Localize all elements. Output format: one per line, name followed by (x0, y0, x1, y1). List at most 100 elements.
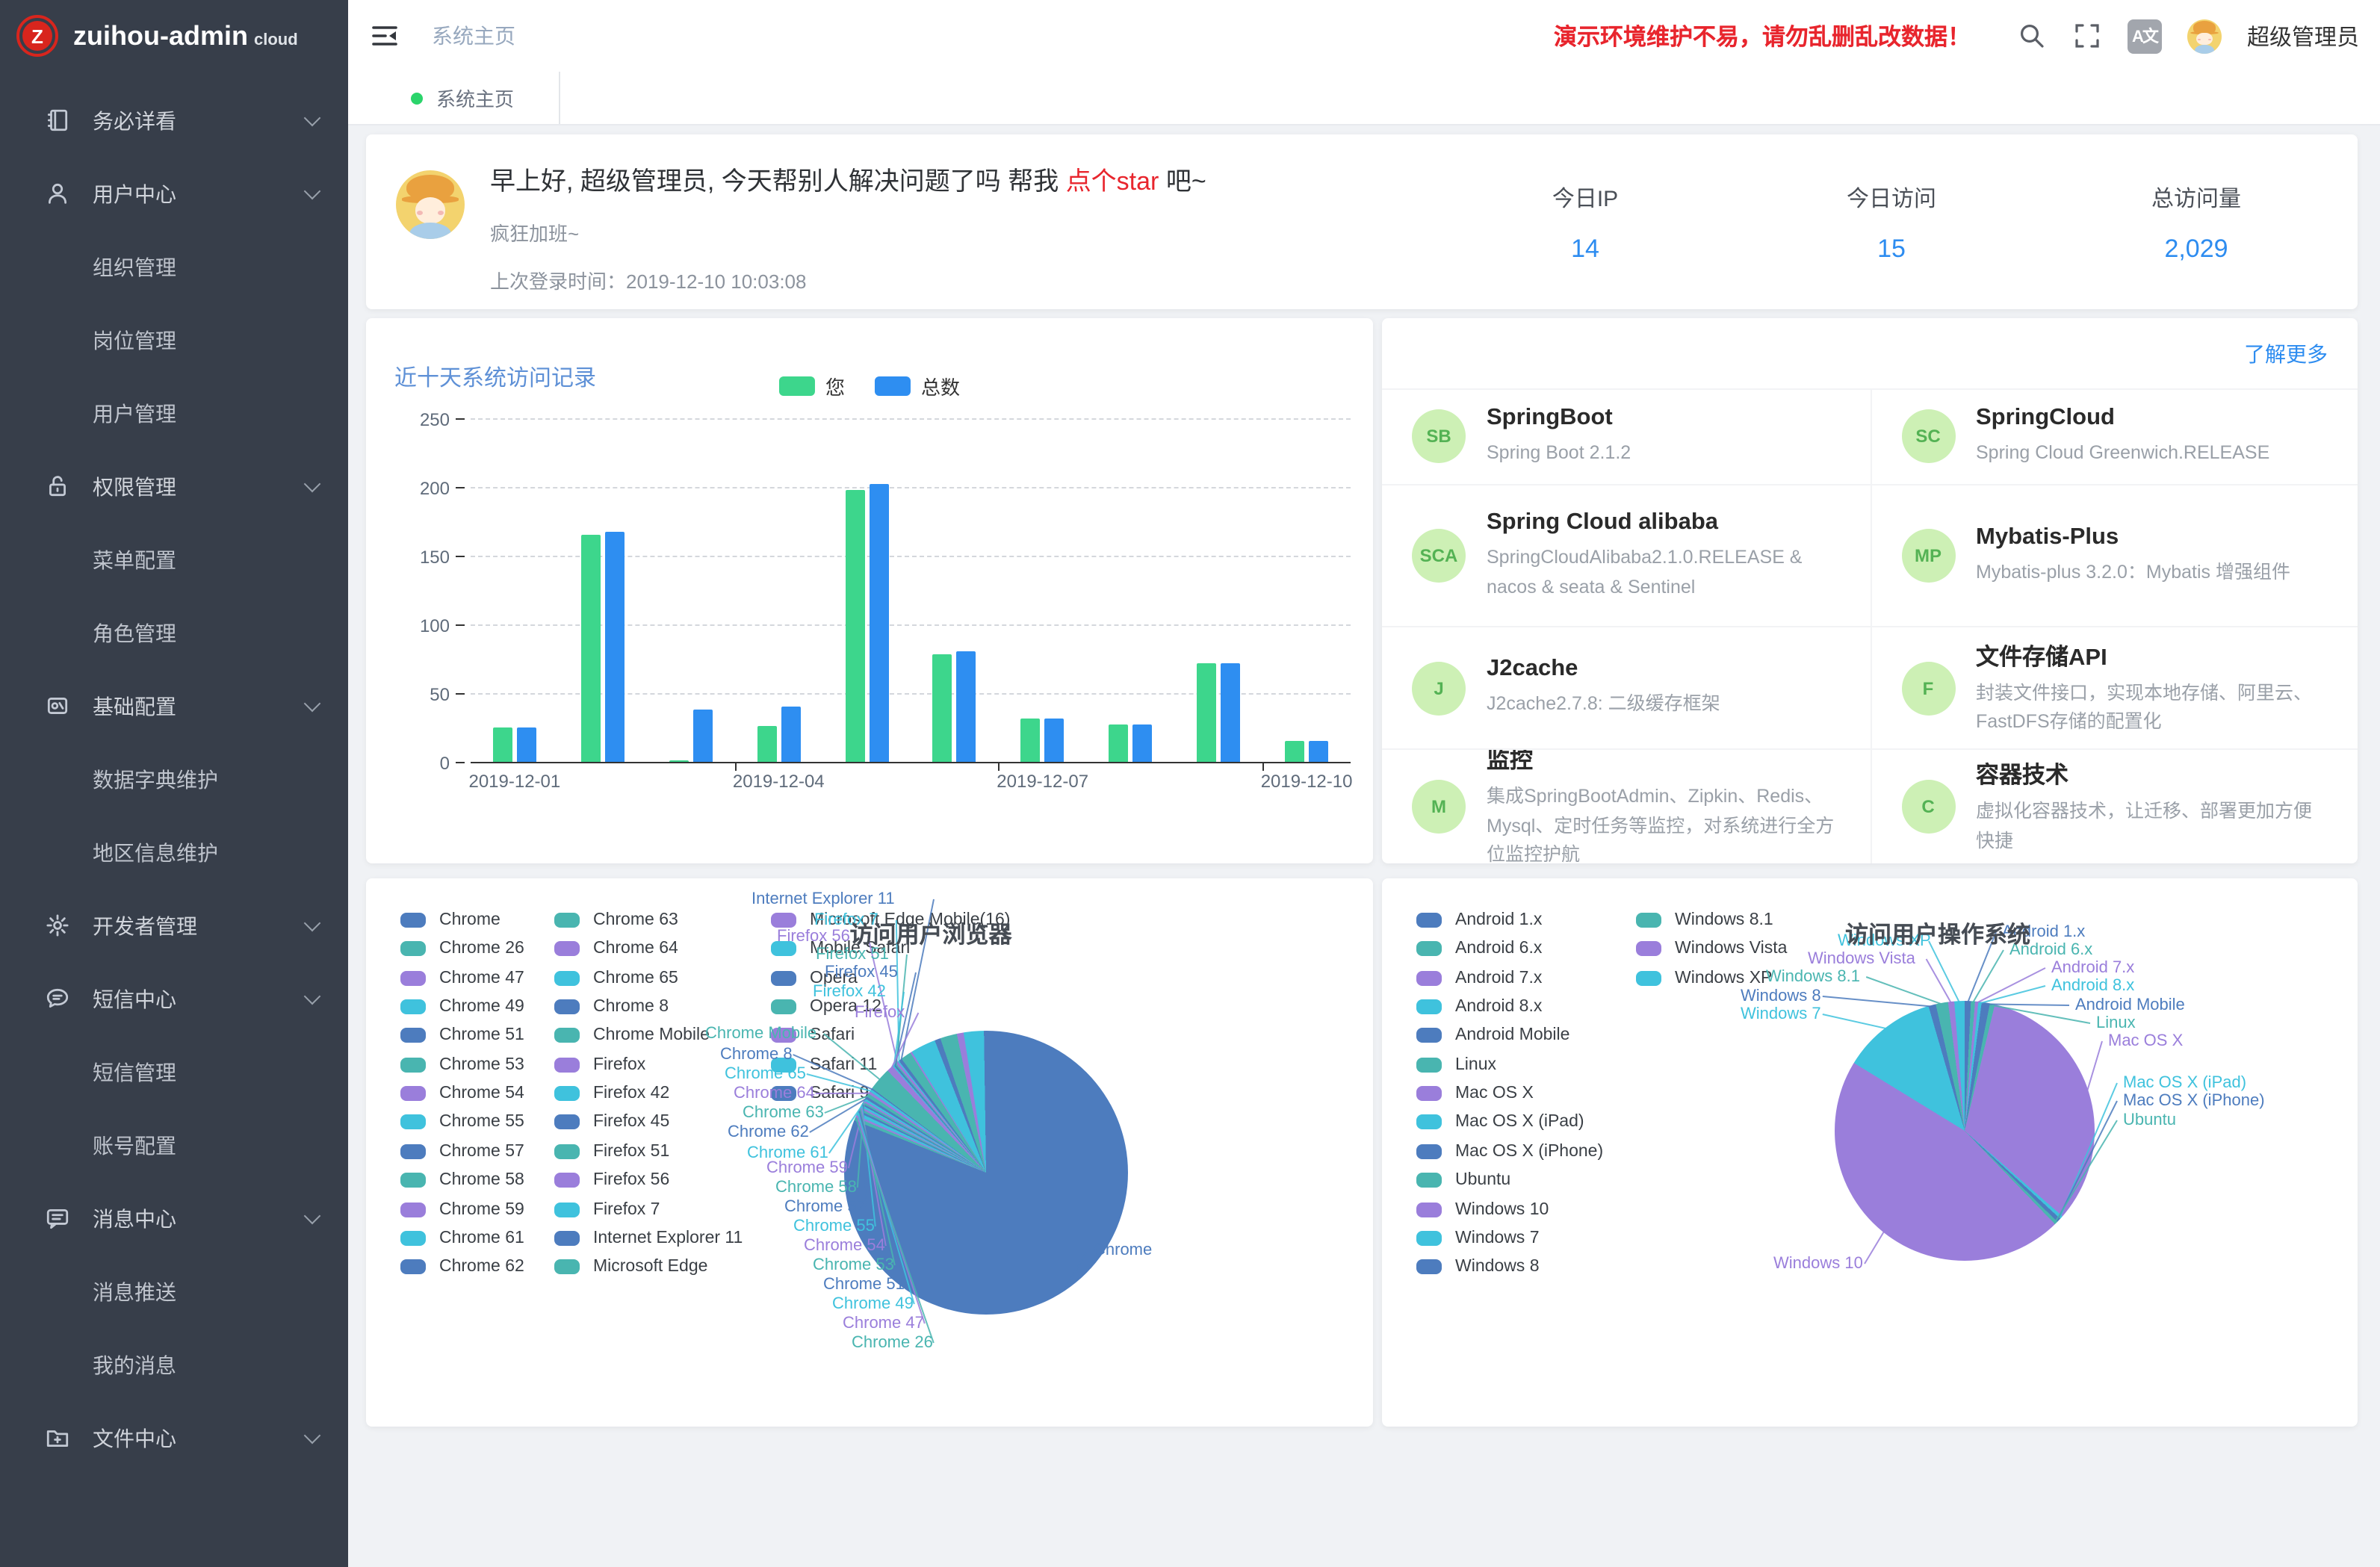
legend-item-Chrome 57[interactable]: Chrome 57 (400, 1141, 524, 1162)
legend-item-Windows XP[interactable]: Windows XP (1636, 967, 1772, 988)
legend-item-Chrome 61[interactable]: Chrome 61 (400, 1228, 524, 1249)
username[interactable]: 超级管理员 (2247, 20, 2359, 52)
collapse-menu-icon[interactable] (369, 22, 399, 49)
legend-item-Firefox 45[interactable]: Firefox 45 (554, 1112, 669, 1133)
legend-item-Chrome 64[interactable]: Chrome 64 (554, 939, 678, 960)
legend-item-Chrome 26[interactable]: Chrome 26 (400, 939, 524, 960)
bar-总数[interactable] (869, 484, 888, 762)
os-pie[interactable] (1835, 1001, 2095, 1261)
legend-item-Android 6.x[interactable]: Android 6.x (1416, 939, 1542, 960)
legend-item-Android 1.x[interactable]: Android 1.x (1416, 910, 1542, 931)
pie-callout-Chrome 55: Chrome 55 (793, 1217, 875, 1235)
legend-item-Windows 8.1[interactable]: Windows 8.1 (1636, 910, 1773, 931)
legend-item-Windows Vista[interactable]: Windows Vista (1636, 939, 1787, 960)
bar-总数[interactable] (517, 727, 536, 762)
sidebar-subitem-6[interactable]: 菜单配置 (0, 523, 348, 596)
sidebar-item-18[interactable]: 文件中心 (0, 1401, 348, 1474)
legend-item-您[interactable]: 您 (779, 372, 845, 400)
sidebar-subitem-3[interactable]: 岗位管理 (0, 303, 348, 376)
tech-body: Mybatis-PlusMybatis-plus 3.2.0：Mybatis 增… (1976, 524, 2290, 588)
legend-item-Chrome 65[interactable]: Chrome 65 (554, 967, 678, 988)
legend-item-Windows 7[interactable]: Windows 7 (1416, 1228, 1540, 1249)
sidebar-subitem-4[interactable]: 用户管理 (0, 376, 348, 450)
sidebar-subitem-10[interactable]: 地区信息维护 (0, 816, 348, 889)
legend-item-Firefox 51[interactable]: Firefox 51 (554, 1141, 669, 1162)
bar-总数[interactable] (692, 710, 712, 762)
legend-item-Chrome 62[interactable]: Chrome 62 (400, 1256, 524, 1277)
bar-您[interactable] (933, 655, 952, 763)
legend-label: Chrome 8 (593, 998, 669, 1016)
sidebar-item-11[interactable]: 开发者管理 (0, 889, 348, 962)
bar-您[interactable] (493, 727, 512, 762)
sidebar-subitem-2[interactable]: 组织管理 (0, 230, 348, 303)
sidebar-subitem-17[interactable]: 我的消息 (0, 1328, 348, 1401)
legend-item-Chrome 8[interactable]: Chrome 8 (554, 996, 669, 1017)
legend-item-Chrome 53[interactable]: Chrome 53 (400, 1055, 524, 1076)
legend-item-Windows 8[interactable]: Windows 8 (1416, 1256, 1540, 1277)
legend-item-Chrome 59[interactable]: Chrome 59 (400, 1199, 524, 1220)
legend-item-总数[interactable]: 总数 (875, 372, 960, 400)
legend-item-Firefox 42[interactable]: Firefox 42 (554, 1083, 669, 1104)
bar-您[interactable] (669, 760, 688, 762)
legend-item-Windows 10[interactable]: Windows 10 (1416, 1199, 1549, 1220)
bar-总数[interactable] (957, 652, 976, 762)
legend-item-Chrome 54[interactable]: Chrome 54 (400, 1083, 524, 1104)
sidebar-subitem-13[interactable]: 短信管理 (0, 1035, 348, 1108)
bar-总数[interactable] (781, 707, 800, 762)
legend-item-Firefox 56[interactable]: Firefox 56 (554, 1170, 669, 1191)
legend-item-Microsoft Edge[interactable]: Microsoft Edge (554, 1256, 707, 1277)
legend-item-Chrome Mobile[interactable]: Chrome Mobile (554, 1025, 710, 1046)
legend-item-Chrome 49[interactable]: Chrome 49 (400, 996, 524, 1017)
app-logo[interactable]: Z zuihou-admincloud (0, 0, 348, 72)
legend-item-Chrome 63[interactable]: Chrome 63 (554, 910, 678, 931)
legend-item-Chrome 58[interactable]: Chrome 58 (400, 1170, 524, 1191)
legend-item-Chrome 47[interactable]: Chrome 47 (400, 967, 524, 988)
bar-您[interactable] (757, 726, 776, 762)
bar-总数[interactable] (605, 533, 625, 762)
bar-总数[interactable] (1309, 741, 1328, 762)
bar-您[interactable] (845, 490, 864, 762)
legend-item-Linux[interactable]: Linux (1416, 1055, 1496, 1076)
legend-item-Chrome[interactable]: Chrome (400, 910, 501, 931)
sidebar-item-1[interactable]: 用户中心 (0, 157, 348, 230)
sidebar-item-8[interactable]: 基础配置 (0, 669, 348, 742)
legend-item-Ubuntu[interactable]: Ubuntu (1416, 1170, 1510, 1191)
legend-item-Firefox 7[interactable]: Firefox 7 (554, 1199, 660, 1220)
bar-您[interactable] (1197, 663, 1216, 762)
legend-item-Mac OS X (iPhone)[interactable]: Mac OS X (iPhone) (1416, 1141, 1603, 1162)
bar-您[interactable] (1109, 724, 1128, 762)
bar-总数[interactable] (1132, 724, 1152, 762)
learn-more-link[interactable]: 了解更多 (2244, 338, 2328, 368)
sidebar-subitem-16[interactable]: 消息推送 (0, 1255, 348, 1328)
bar-您[interactable] (581, 535, 601, 762)
legend-item-Mac OS X[interactable]: Mac OS X (1416, 1083, 1534, 1104)
legend-item-Android Mobile[interactable]: Android Mobile (1416, 1025, 1569, 1046)
bar-您[interactable] (1285, 741, 1304, 762)
fullscreen-icon[interactable] (2072, 21, 2102, 51)
tab-home[interactable]: 系统主页 (366, 72, 560, 124)
user-avatar[interactable] (2187, 19, 2222, 53)
sidebar-subitem-9[interactable]: 数据字典维护 (0, 742, 348, 816)
sidebar-item-12[interactable]: 短信中心 (0, 962, 348, 1035)
legend-item-Mac OS X (iPad)[interactable]: Mac OS X (iPad) (1416, 1112, 1584, 1133)
sidebar-item-15[interactable]: 消息中心 (0, 1182, 348, 1255)
breadcrumb[interactable]: 系统主页 (432, 21, 515, 51)
sidebar-subitem-7[interactable]: 角色管理 (0, 596, 348, 669)
search-icon[interactable] (2017, 21, 2047, 51)
legend-item-Android 7.x[interactable]: Android 7.x (1416, 967, 1542, 988)
legend-item-Firefox[interactable]: Firefox (554, 1055, 645, 1076)
bar-您[interactable] (1021, 719, 1041, 762)
sidebar-subitem-14[interactable]: 账号配置 (0, 1108, 348, 1182)
translate-icon[interactable]: A文 (2128, 19, 2162, 53)
bar-总数[interactable] (1045, 719, 1065, 762)
star-link[interactable]: 点个star (1066, 167, 1159, 196)
bar-总数[interactable] (1221, 663, 1240, 762)
sidebar-item-0[interactable]: 务必详看 (0, 84, 348, 157)
sidebar-item-5[interactable]: 权限管理 (0, 450, 348, 523)
legend-item-Internet Explorer 11[interactable]: Internet Explorer 11 (554, 1228, 743, 1249)
tech-card-Spring Cloud alibaba: SCASpring Cloud alibabaSpringCloudAlibab… (1382, 484, 1870, 626)
legend-item-Chrome 51[interactable]: Chrome 51 (400, 1025, 524, 1046)
legend-item-Chrome 55[interactable]: Chrome 55 (400, 1112, 524, 1133)
legend-item-Android 8.x[interactable]: Android 8.x (1416, 996, 1542, 1017)
tech-title: 容器技术 (1976, 757, 2328, 790)
